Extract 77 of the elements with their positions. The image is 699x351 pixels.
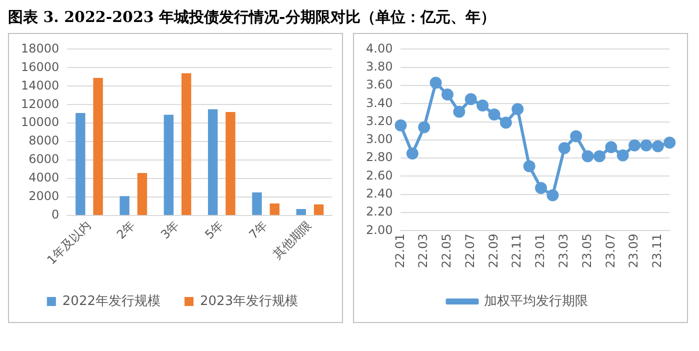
x-tick-label: 22.03 bbox=[416, 234, 430, 268]
x-tick-label: 23.01 bbox=[533, 234, 548, 268]
point bbox=[570, 130, 582, 142]
y-tick-label: 3.20 bbox=[366, 114, 393, 128]
y-tick-label: 16000 bbox=[20, 60, 60, 74]
x-tick-label: 22.01 bbox=[392, 234, 407, 268]
point bbox=[546, 189, 559, 202]
point bbox=[616, 149, 629, 162]
bar bbox=[208, 109, 218, 215]
y-tick-label: 14000 bbox=[20, 78, 60, 92]
x-tick-label: 23.09 bbox=[626, 234, 641, 268]
point bbox=[418, 121, 430, 134]
point bbox=[652, 140, 664, 152]
x-tick-label: 2年 bbox=[114, 218, 138, 242]
point bbox=[640, 139, 652, 152]
bar bbox=[296, 209, 306, 215]
y-tick-label: 4000 bbox=[28, 170, 60, 185]
point bbox=[628, 139, 641, 152]
point bbox=[523, 160, 536, 172]
x-tick-label: 7年 bbox=[246, 218, 270, 242]
y-tick-label: 2000 bbox=[28, 189, 60, 204]
point bbox=[664, 136, 676, 149]
y-tick-label: 6000 bbox=[28, 152, 60, 166]
point bbox=[453, 106, 466, 118]
bar bbox=[164, 114, 174, 215]
point bbox=[558, 142, 570, 154]
y-tick-label: 3.40 bbox=[366, 96, 393, 110]
bar bbox=[270, 203, 280, 215]
legend-label: 2023年发行规模 bbox=[200, 294, 298, 309]
y-tick-label: 2.00 bbox=[366, 222, 393, 237]
y-tick-label: 2.80 bbox=[366, 150, 393, 164]
x-tick-label: 22.11 bbox=[510, 234, 524, 268]
legend-label: 加权平均发行期限 bbox=[484, 294, 588, 309]
bar bbox=[252, 192, 262, 215]
bar bbox=[76, 112, 86, 215]
point bbox=[605, 141, 618, 154]
point bbox=[512, 103, 524, 116]
x-tick-label: 23.05 bbox=[580, 234, 594, 268]
y-tick-label: 8000 bbox=[28, 134, 60, 148]
legend-label: 2022年发行规模 bbox=[62, 294, 161, 309]
x-tick-label: 23.11 bbox=[650, 234, 664, 268]
y-tick-label: 2.40 bbox=[366, 186, 393, 200]
chart-title: 图表 3. 2022-2023 年城投债发行情况-分期限对比（单位：亿元、年） bbox=[8, 8, 496, 28]
point bbox=[582, 150, 594, 162]
y-tick-label: 12000 bbox=[20, 96, 60, 111]
y-tick-label: 3.00 bbox=[366, 132, 393, 146]
point bbox=[394, 119, 407, 132]
y-tick-label: 2.20 bbox=[366, 204, 393, 219]
y-tick-label: 3.80 bbox=[366, 59, 393, 74]
x-tick-label: 22.05 bbox=[440, 234, 454, 268]
point bbox=[593, 150, 606, 162]
point bbox=[535, 182, 548, 194]
bar bbox=[181, 73, 192, 215]
bar bbox=[137, 172, 148, 215]
y-tick-label: 4.00 bbox=[366, 41, 393, 56]
point bbox=[430, 76, 442, 89]
point bbox=[406, 148, 418, 160]
x-tick-label: 22.09 bbox=[486, 234, 500, 268]
y-tick-label: 10000 bbox=[20, 115, 60, 130]
point bbox=[464, 93, 477, 106]
x-tick-label: 23.07 bbox=[603, 234, 618, 268]
x-tick-label: 5年 bbox=[202, 218, 226, 242]
y-tick-label: 3.60 bbox=[366, 78, 393, 92]
x-tick-label: 23.03 bbox=[556, 234, 571, 268]
y-tick-label: 2.60 bbox=[366, 168, 393, 182]
bar bbox=[120, 196, 130, 215]
y-tick-label: 18000 bbox=[20, 41, 60, 56]
bar bbox=[314, 204, 324, 215]
bar bbox=[93, 78, 103, 215]
bar bbox=[226, 112, 236, 215]
point bbox=[488, 108, 500, 121]
point bbox=[500, 116, 512, 129]
x-tick-label: 22.07 bbox=[462, 234, 477, 268]
point bbox=[441, 88, 454, 101]
x-tick-label: 其他期限 bbox=[270, 218, 314, 262]
x-tick-label: 3年 bbox=[158, 218, 182, 242]
point bbox=[476, 99, 489, 112]
